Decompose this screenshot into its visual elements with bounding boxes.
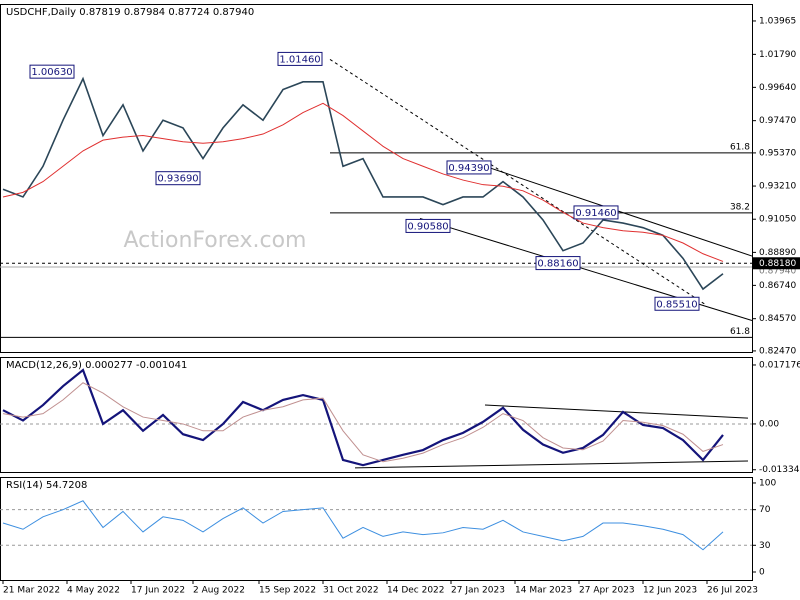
- price-annotation: 1.00630: [31, 67, 72, 78]
- trend-line: [329, 58, 706, 305]
- x-tick-label: 27 Apr 2023: [579, 586, 635, 596]
- x-tick-label: 27 Jan 2023: [451, 586, 505, 596]
- x-tick-label: 4 May 2022: [67, 586, 120, 596]
- fib-label: 61.8: [730, 142, 750, 152]
- panel-frame: [0, 477, 753, 581]
- price-annotation: 1.01460: [279, 54, 320, 65]
- x-tick-label: 14 Dec 2022: [387, 586, 445, 596]
- price-annotation: 0.91460: [575, 208, 616, 219]
- trend-line: [354, 460, 749, 469]
- trend-line: [484, 404, 749, 419]
- y-tick-label: 0.84570: [759, 314, 796, 324]
- price-annotation: 0.85510: [656, 299, 697, 310]
- y-tick-label: 0.95370: [759, 148, 796, 158]
- x-tick-label: 14 Mar 2023: [515, 586, 572, 596]
- price-tag-label: 0.87940: [759, 266, 796, 276]
- y-tick-label: 30: [759, 541, 771, 551]
- trend-line: [419, 217, 753, 322]
- price-annotation-box: [535, 256, 581, 271]
- price-tag-label: 0.88180: [759, 259, 796, 269]
- price-annotation-box: [155, 171, 201, 186]
- y-tick-label: 100: [759, 478, 776, 488]
- price-annotation-box: [29, 64, 75, 79]
- y-tick-label: 1.01790: [759, 50, 796, 60]
- x-tick-label: 21 Mar 2022: [3, 586, 60, 596]
- series-line: [2, 500, 724, 551]
- y-tick-label: 0.97470: [759, 116, 796, 126]
- y-tick-label: 0.91050: [759, 215, 796, 225]
- y-tick-label: 0: [759, 567, 765, 577]
- panel-frame: [0, 357, 753, 473]
- x-tick-label: 26 Jul 2023: [707, 586, 758, 596]
- y-tick-label: -0.01334: [759, 465, 800, 475]
- y-tick-label: 0.82470: [759, 346, 796, 356]
- panel-title: USDCHF,Daily 0.87819 0.87984 0.87724 0.8…: [6, 7, 254, 18]
- panel-title: MACD(12,26,9) 0.000277 -0.001041: [6, 360, 187, 371]
- panel-title: RSI(14) 54.7208: [6, 480, 87, 491]
- price-annotation: 0.93690: [157, 174, 198, 185]
- x-tick-label: 15 Sep 2022: [259, 586, 316, 596]
- x-tick-label: 12 Jun 2023: [643, 586, 697, 596]
- fib-label: 61.8: [730, 327, 750, 337]
- price-annotation-box: [654, 296, 700, 311]
- series-line: [2, 102, 724, 262]
- y-tick-label: 0.86740: [759, 281, 796, 291]
- x-tick-label: 2 Aug 2022: [193, 586, 245, 596]
- price-annotation-box: [573, 205, 619, 220]
- price-annotation-box: [405, 218, 451, 233]
- y-tick-label: 0.93210: [759, 182, 796, 192]
- watermark: ActionForex.com: [124, 228, 307, 253]
- price-annotation-box: [277, 51, 323, 66]
- x-tick-label: 17 Jun 2022: [131, 586, 185, 596]
- series-line: [2, 382, 724, 463]
- price-annotation: 0.88160: [537, 259, 578, 270]
- trend-line: [489, 167, 753, 257]
- y-tick-label: 70: [759, 505, 771, 515]
- fib-label: 38.2: [730, 202, 750, 212]
- series-line: [2, 76, 724, 291]
- y-tick-label: 0.88890: [759, 248, 796, 258]
- price-tag: [753, 257, 800, 270]
- panel-frame: [0, 4, 753, 353]
- price-annotation: 0.90580: [407, 221, 448, 232]
- y-tick-label: 0.00: [759, 419, 779, 429]
- y-tick-label: 0.99640: [759, 83, 796, 93]
- x-tick-label: 31 Oct 2022: [323, 586, 379, 596]
- y-tick-label: 0.017176: [759, 360, 800, 370]
- price-annotation: 0.94390: [448, 163, 489, 174]
- y-tick-label: 1.03965: [759, 16, 796, 26]
- series-line: [2, 368, 724, 467]
- price-annotation-box: [446, 160, 492, 175]
